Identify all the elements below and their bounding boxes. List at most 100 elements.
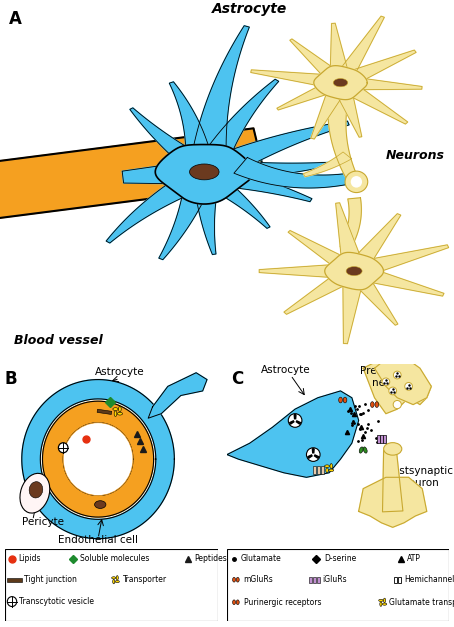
Polygon shape [169, 82, 211, 157]
Ellipse shape [113, 579, 115, 584]
Polygon shape [227, 391, 359, 477]
Polygon shape [290, 421, 294, 424]
Ellipse shape [236, 600, 239, 604]
Polygon shape [312, 449, 314, 453]
Text: Tight junction: Tight junction [24, 575, 77, 584]
Ellipse shape [339, 397, 342, 403]
Polygon shape [349, 87, 408, 124]
Text: Purinergic receptors: Purinergic receptors [244, 598, 321, 607]
Ellipse shape [380, 602, 382, 606]
Bar [383, 435, 386, 443]
Text: A: A [9, 10, 22, 28]
Polygon shape [399, 348, 408, 376]
Text: Astrocyte: Astrocyte [261, 365, 311, 375]
Text: C: C [232, 371, 244, 389]
Ellipse shape [375, 402, 379, 408]
Ellipse shape [326, 468, 328, 473]
Polygon shape [192, 26, 249, 157]
Ellipse shape [384, 598, 385, 603]
Bar [321, 466, 325, 474]
Polygon shape [352, 50, 416, 82]
Ellipse shape [345, 171, 368, 192]
Polygon shape [325, 253, 384, 290]
Circle shape [59, 443, 68, 453]
Ellipse shape [29, 482, 43, 498]
Polygon shape [294, 414, 296, 419]
Bar [380, 435, 383, 443]
Circle shape [389, 387, 397, 395]
Polygon shape [311, 93, 342, 139]
Polygon shape [22, 379, 174, 539]
Ellipse shape [333, 78, 348, 87]
Circle shape [405, 382, 413, 390]
Ellipse shape [118, 406, 121, 412]
Polygon shape [277, 85, 328, 110]
Ellipse shape [329, 469, 334, 472]
Circle shape [306, 448, 320, 461]
Bar [317, 466, 321, 474]
Ellipse shape [116, 576, 118, 580]
Circle shape [382, 378, 390, 386]
Text: B: B [5, 371, 17, 389]
Polygon shape [314, 66, 367, 100]
Text: D-serine: D-serine [324, 554, 356, 563]
Polygon shape [358, 78, 422, 90]
Polygon shape [308, 455, 312, 458]
Ellipse shape [384, 443, 402, 455]
Polygon shape [122, 163, 183, 184]
Text: Blood vessel: Blood vessel [14, 334, 102, 347]
Polygon shape [315, 455, 319, 458]
Polygon shape [155, 145, 253, 204]
Ellipse shape [190, 164, 219, 180]
Polygon shape [389, 357, 407, 377]
Text: Hemichannels: Hemichannels [404, 575, 454, 584]
Polygon shape [284, 275, 345, 314]
Polygon shape [357, 281, 398, 325]
Polygon shape [341, 16, 385, 73]
Polygon shape [328, 98, 359, 183]
Text: Transcytotic vesicle: Transcytotic vesicle [20, 597, 94, 606]
Polygon shape [375, 357, 431, 404]
Text: Peptides: Peptides [194, 554, 227, 563]
Text: Glutamate: Glutamate [240, 554, 281, 563]
Polygon shape [356, 214, 401, 261]
Ellipse shape [370, 402, 374, 408]
Polygon shape [148, 372, 207, 418]
Polygon shape [340, 198, 361, 250]
Polygon shape [203, 79, 279, 161]
Bar [7, 577, 22, 582]
Ellipse shape [363, 447, 367, 453]
Polygon shape [130, 108, 197, 165]
Ellipse shape [351, 176, 362, 187]
Ellipse shape [94, 501, 106, 508]
Circle shape [394, 371, 401, 379]
Text: Astrocyte: Astrocyte [95, 367, 145, 377]
Polygon shape [222, 169, 312, 202]
Ellipse shape [20, 473, 50, 513]
Polygon shape [0, 129, 267, 235]
Ellipse shape [346, 266, 362, 276]
Text: Glutamate transporters: Glutamate transporters [390, 598, 454, 607]
Polygon shape [159, 186, 209, 260]
Polygon shape [227, 161, 331, 181]
Text: mGluRs: mGluRs [244, 575, 273, 584]
Polygon shape [195, 188, 217, 255]
Text: Presynaptic
neuron: Presynaptic neuron [360, 366, 421, 387]
Text: Neurons: Neurons [386, 149, 445, 162]
Bar [309, 577, 312, 583]
Ellipse shape [114, 411, 117, 416]
Ellipse shape [232, 600, 236, 604]
Text: Lipids: Lipids [19, 554, 41, 563]
Bar [377, 435, 380, 443]
Polygon shape [251, 70, 324, 87]
Text: Astrocyte: Astrocyte [212, 3, 287, 16]
Bar [313, 466, 316, 474]
Polygon shape [370, 270, 444, 296]
Ellipse shape [343, 397, 347, 403]
Polygon shape [216, 121, 349, 175]
Text: Endothelial cell: Endothelial cell [58, 535, 138, 545]
Text: Transporter: Transporter [123, 575, 167, 584]
Bar [97, 409, 112, 414]
Ellipse shape [115, 581, 119, 582]
Polygon shape [370, 245, 449, 273]
